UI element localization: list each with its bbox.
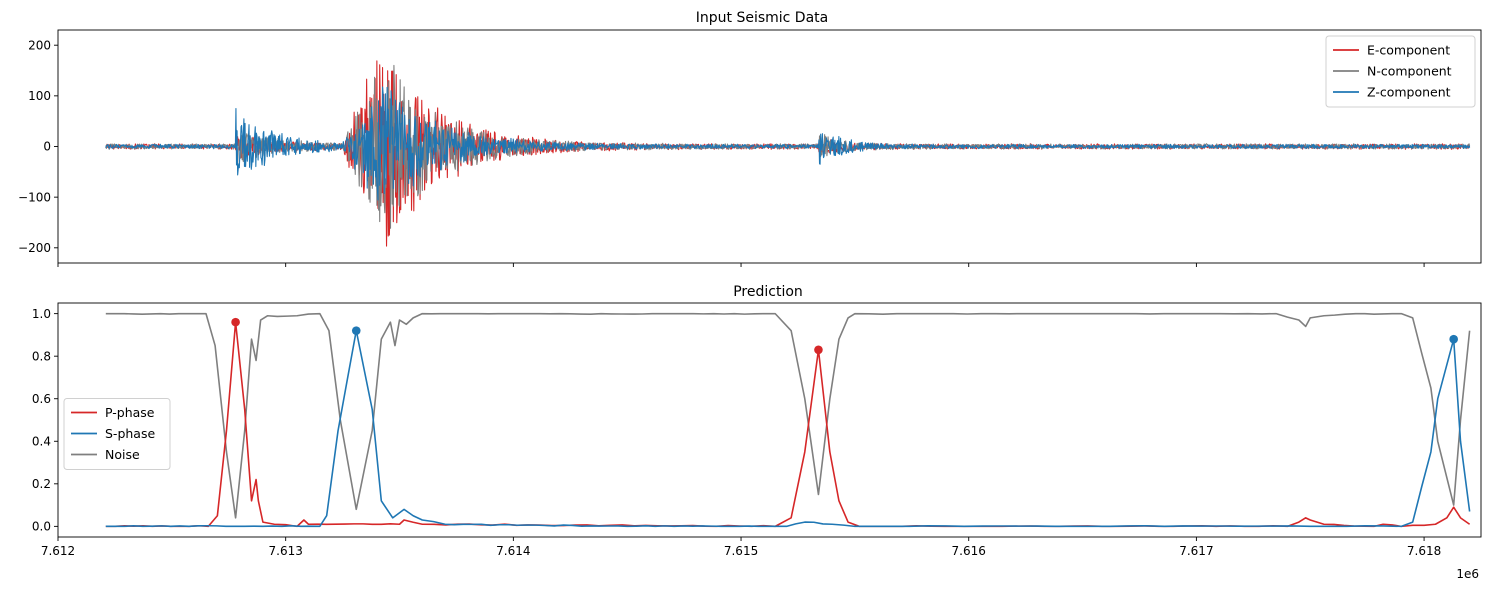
x-tick-label: 7.612: [41, 544, 75, 558]
x-tick-label: 7.618: [1407, 544, 1441, 558]
input-seismic-panel: Input Seismic Data −200 −100 0 100 200 E-com…: [18, 10, 1482, 267]
x-tick-label: 7.613: [269, 544, 303, 558]
y-tick-label: −200: [18, 241, 51, 255]
legend-label-noise: Noise: [105, 447, 140, 462]
prediction-title: Prediction: [733, 284, 803, 300]
legend-label-z-component: Z-component: [1367, 85, 1451, 100]
input-seismic-title: Input Seismic Data: [696, 10, 829, 26]
x-tick-label: 7.615: [724, 544, 758, 558]
input-seismic-y-axis: −200 −100 0 100 200: [18, 38, 58, 255]
y-tick-label: −100: [18, 190, 51, 204]
prediction-panel: Prediction 0.0 0.2 0.4 0.6 0.8 1.0 7.612 7.613…: [32, 284, 1482, 581]
y-tick-label: 1.0: [32, 307, 51, 321]
input-seismic-x-axis: [57, 263, 1425, 267]
series-e-component: [105, 60, 1470, 247]
legend-label-p-phase: P-phase: [105, 405, 155, 420]
prediction-curves: [105, 312, 1471, 528]
prediction-y-axis: 0.0 0.2 0.4 0.6 0.8 1.0: [32, 307, 58, 534]
y-tick-label: 0.0: [32, 520, 51, 534]
y-tick-label: 0.4: [32, 434, 51, 448]
peak-marker-s-phase: [1449, 334, 1458, 344]
series-z-component: [105, 86, 1471, 201]
legend-label-n-component: N-component: [1367, 64, 1452, 79]
legend-frame: [1325, 35, 1476, 108]
prediction-x-axis: 7.612 7.613 7.614 7.615 7.616 7.617 7.618: [41, 537, 1441, 558]
y-tick-label: 0: [43, 140, 51, 154]
legend-frame: [63, 398, 171, 470]
x-tick-label: 7.617: [1179, 544, 1213, 558]
peak-marker-s-phase: [351, 326, 361, 335]
legend-label-e-component: E-component: [1367, 43, 1450, 58]
x-tick-label: 7.616: [952, 544, 986, 558]
peak-marker-p-phase: [814, 345, 823, 355]
series-s-phase: [105, 329, 1471, 528]
y-tick-label: 0.2: [32, 477, 51, 491]
y-tick-label: 100: [28, 89, 51, 103]
x-tick-label: 7.614: [496, 544, 530, 558]
prediction-peak-markers: [231, 317, 1458, 355]
prediction-legend: P-phase S-phase Noise: [63, 398, 171, 470]
legend-label-s-phase: S-phase: [105, 426, 155, 441]
x-offset-label: 1e6: [1456, 567, 1479, 581]
series-p-phase: [105, 321, 1471, 528]
prediction-axes-frame: [57, 302, 1482, 538]
input-seismic-legend: E-component N-component Z-component: [1325, 35, 1476, 108]
series-noise: [105, 312, 1471, 519]
y-tick-label: 0.8: [32, 349, 51, 363]
peak-marker-p-phase: [231, 317, 240, 327]
y-tick-label: 200: [28, 38, 51, 52]
seismic-traces: [105, 60, 1471, 247]
y-tick-label: 0.6: [32, 392, 51, 406]
